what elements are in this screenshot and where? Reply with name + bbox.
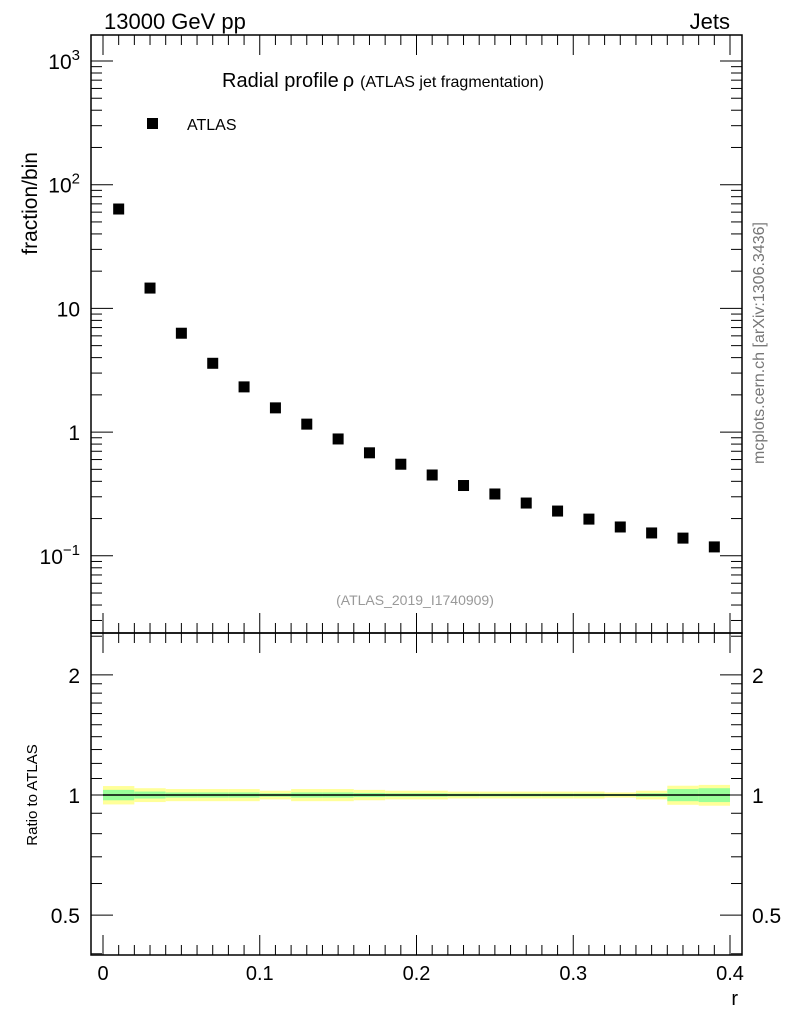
data-point [301,418,313,430]
ratio-y-tick-label: 0.5 [51,905,80,928]
data-point [520,497,532,509]
data-point [458,480,470,492]
ratio-panel-axes: 0 0.1 0.2 0.3 0.4 2 2 1 1 0.5 0.5 [51,633,781,985]
chart-title: Radial profile ρ (ATLAS jet fragmentation) [222,70,544,92]
ratio-bands [103,784,730,806]
x-axis-label: r [731,988,738,1010]
y-tick-label: 102 [48,171,80,198]
data-point [113,203,125,215]
ratio-y-tick-label: 1 [68,785,80,808]
y-tick-label: 10−1 [40,542,80,569]
data-point [238,381,250,393]
ratio-y-tick-label-right: 2 [752,665,764,688]
reference-annotation: (ATLAS_2019_I1740909) [336,592,494,608]
title-sub: (ATLAS jet fragmentation) [360,74,544,91]
x-tick-label: 0.3 [559,963,587,985]
data-point [363,447,375,459]
data-point [395,458,407,470]
header-right: Jets [690,9,730,34]
y-axis-label: fraction/bin [19,152,42,255]
data-point [614,521,626,533]
data-point [646,527,658,539]
data-point [269,402,281,414]
ratio-y-tick-label-right: 0.5 [752,905,781,928]
data-point [332,433,344,445]
data-point [583,513,595,525]
header-left: 13000 GeV pp [104,9,246,34]
title-main: Radial profile [222,70,339,92]
y-tick-label: 10 [57,298,80,321]
x-tick-label: 0.2 [403,963,431,985]
ratio-y-tick-label: 2 [68,665,80,688]
x-tick-label: 0 [97,963,108,985]
data-point [489,488,501,500]
x-tick-label: 0.1 [246,963,274,985]
ratio-y-tick-label-right: 1 [752,785,764,808]
title-symbol: ρ [343,70,354,92]
data-point [552,505,564,517]
legend-label: ATLAS [187,117,237,134]
ratio-y-label: Ratio to ATLAS [24,744,41,845]
ratio-panel-frame [90,632,743,956]
data-points [113,203,720,553]
data-point [677,532,689,544]
data-point [426,469,438,481]
data-point [175,327,187,339]
legend-marker [147,118,158,129]
data-point [708,541,720,553]
side-label: mcplots.cern.ch [arXiv:1306.3436] [751,222,768,464]
y-tick-label: 103 [48,47,80,74]
x-tick-label: 0.4 [716,963,744,985]
y-tick-label: 1 [68,422,80,445]
data-point [207,357,219,369]
data-point [144,282,156,294]
